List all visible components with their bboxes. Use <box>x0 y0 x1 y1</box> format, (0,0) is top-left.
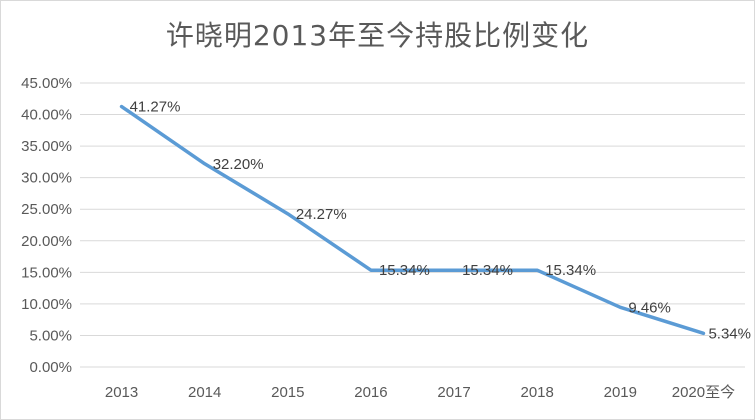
y-tick-label: 20.00% <box>21 233 72 250</box>
x-tick-label: 2017 <box>437 384 470 401</box>
data-label: 5.34% <box>708 325 751 342</box>
chart-title: 许晓明2013年至今持股比例变化 <box>165 19 590 52</box>
data-label: 15.34% <box>462 262 513 279</box>
x-tick-label: 2014 <box>188 384 221 401</box>
x-axis-tick-labels: 2013 2014 2015 2016 2017 2018 2019 2020至今 <box>105 384 735 401</box>
x-tick-label: 2018 <box>521 384 554 401</box>
x-tick-label: 2015 <box>271 384 304 401</box>
y-tick-label: 30.00% <box>21 170 72 187</box>
data-label: 41.27% <box>130 99 181 116</box>
y-tick-label: 40.00% <box>21 107 72 124</box>
y-tick-label: 5.00% <box>29 327 72 344</box>
data-label: 24.27% <box>296 206 347 223</box>
x-tick-label: 2020至今 <box>672 384 735 401</box>
y-tick-label: 0.00% <box>29 359 72 376</box>
y-tick-label: 10.00% <box>21 296 72 313</box>
x-tick-label: 2019 <box>604 384 637 401</box>
y-tick-label: 15.00% <box>21 264 72 281</box>
data-label: 15.34% <box>545 262 596 279</box>
data-labels: 41.27% 32.20% 24.27% 15.34% 15.34% 15.34% 9.46… <box>130 99 751 343</box>
data-label: 15.34% <box>379 262 430 279</box>
y-tick-label: 25.00% <box>21 201 72 218</box>
y-tick-label: 45.00% <box>21 75 72 92</box>
series-line <box>119 104 706 336</box>
y-axis-tick-labels: 0.00% 5.00% 10.00% 15.00% 20.00% 25.00% 30.00%… <box>21 75 72 376</box>
data-label: 32.20% <box>213 156 264 173</box>
gridlines <box>80 82 745 336</box>
x-tick-label: 2016 <box>354 384 387 401</box>
y-tick-label: 35.00% <box>21 138 72 155</box>
x-tick-label: 2013 <box>105 384 138 401</box>
data-label: 9.46% <box>628 299 671 316</box>
series-lines <box>119 104 706 336</box>
